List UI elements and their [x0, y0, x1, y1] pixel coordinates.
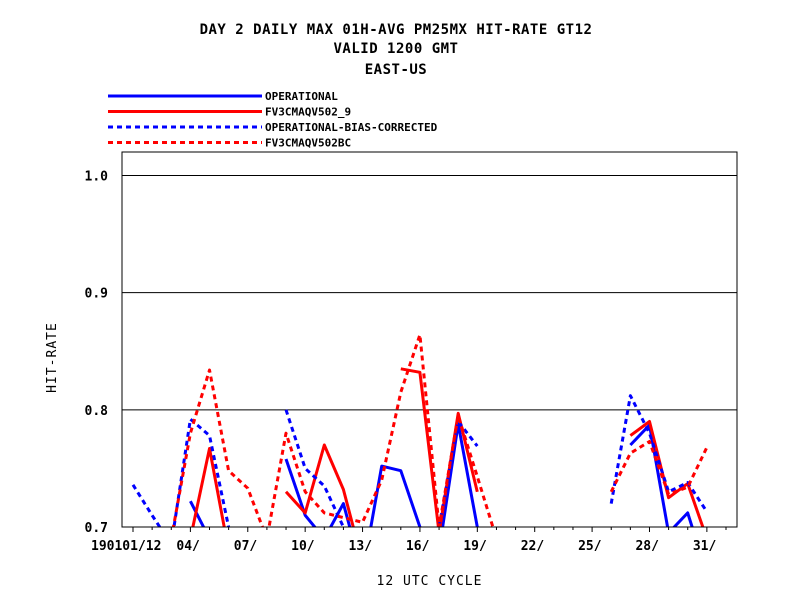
- x-tick-label: 25/: [578, 539, 602, 554]
- series-line: [284, 422, 479, 527]
- x-axis-label: 12 UTC CYCLE: [377, 574, 483, 589]
- x-tick-label: 28/: [635, 539, 659, 554]
- y-tick-label: 0.7: [85, 521, 108, 536]
- legend-label: FV3CMAQV502BC: [265, 137, 351, 150]
- x-tick-label: 10/: [291, 539, 315, 554]
- series-line: [629, 423, 694, 527]
- x-tick-label: 19/: [463, 539, 487, 554]
- series-line: [609, 394, 709, 513]
- x-tick-label: 07/: [234, 539, 258, 554]
- series-line: [609, 440, 709, 496]
- series-line: [284, 443, 355, 527]
- series-operational: [189, 422, 694, 527]
- legend-label: FV3CMAQV502_9: [265, 106, 351, 119]
- plot-frame: [121, 151, 738, 528]
- x-tick-label: 13/: [349, 539, 373, 554]
- y-axis-ticks: 0.7 0.8 0.9 1.0: [85, 169, 109, 536]
- y-tick-label: 0.8: [85, 404, 109, 419]
- y-tick-label: 1.0: [85, 169, 109, 184]
- x-axis-ticks: 190101/12 04/07/10/13/16/19/22/25/28/31/: [91, 527, 727, 554]
- x-tick-label: 16/: [406, 539, 430, 554]
- series-line: [629, 420, 705, 527]
- series-line: [437, 420, 479, 527]
- chart-title-line-1: DAY 2 DAILY MAX 01H-AVG PM25MX HIT-RATE …: [199, 22, 593, 38]
- y-axis-label: HIT-RATE: [45, 322, 60, 393]
- x-tick-label: 22/: [521, 539, 545, 554]
- grid-lines: [122, 174, 737, 411]
- series-line: [284, 409, 345, 527]
- series-line: [171, 333, 495, 527]
- x-tick-label: 190101/12: [91, 539, 161, 554]
- x-tick-label: 31/: [693, 539, 717, 554]
- series-operational-bias-corrected: [131, 394, 709, 527]
- x-tick-label: 04/: [176, 539, 200, 554]
- series-fv3cmaqv502bc: [171, 333, 709, 527]
- chart-title-line-3: EAST-US: [364, 62, 428, 78]
- series-layer: [131, 333, 709, 527]
- legend: OPERATIONAL FV3CMAQV502_9 OPERATIONAL-BIAS…: [108, 90, 438, 150]
- legend-label: OPERATIONAL-BIAS-CORRECTED: [265, 121, 438, 134]
- legend-label: OPERATIONAL: [265, 90, 338, 103]
- y-tick-label: 0.9: [85, 287, 108, 302]
- chart-title-line-2: VALID 1200 GMT: [333, 41, 459, 57]
- series-line: [191, 447, 226, 527]
